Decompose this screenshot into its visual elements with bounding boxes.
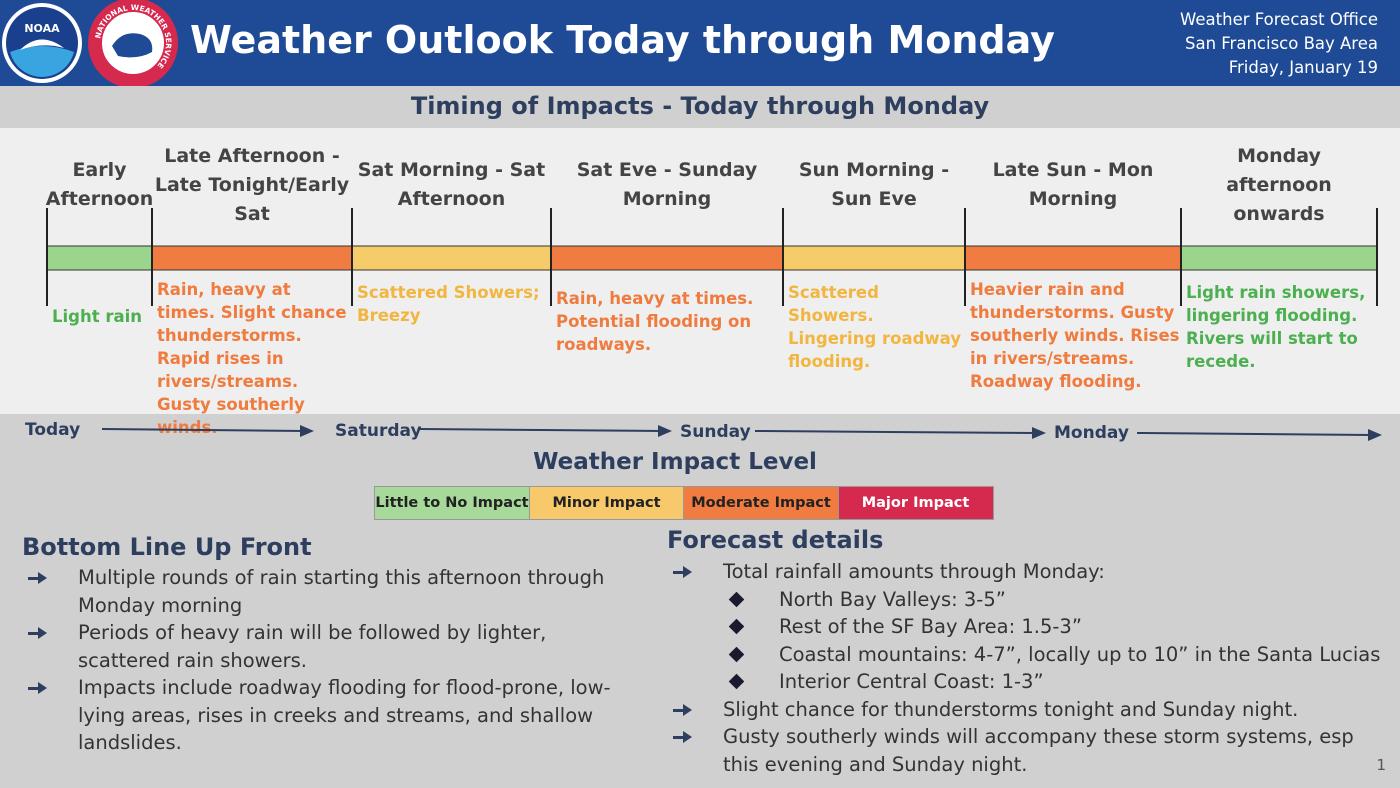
timeline-arrow — [101, 428, 305, 432]
period-description: Light rain — [52, 307, 143, 326]
period-description: Scattered Showers; Breezy — [357, 283, 540, 325]
impact-bar — [1180, 245, 1378, 271]
nws-cloud — [112, 33, 153, 58]
nws-ring — [88, 0, 178, 86]
legend-title: Weather Impact Level — [533, 449, 817, 475]
timeline-label: Monday — [1054, 423, 1129, 443]
bluf-list: Multiple rounds of rain starting this af… — [22, 564, 612, 757]
office-line: Friday, January 19 — [1228, 58, 1378, 77]
forecast-list: Total rainfall amounts through Monday: No… — [667, 558, 1392, 778]
timing-bars — [46, 208, 1378, 306]
timeline-arrow — [1136, 432, 1373, 436]
period-label: Sun Morning - Sun Eve — [798, 159, 950, 210]
arrow-head — [1368, 429, 1382, 441]
impact-bar — [550, 245, 784, 271]
subtitle: Timing of Impacts - Today through Monday — [410, 92, 990, 120]
period-label: Late Sun - Mon Morning — [992, 159, 1154, 210]
legend-box: Minor Impact — [528, 486, 685, 520]
forecast-item: Total rainfall amounts through Monday: — [667, 558, 1392, 586]
forecast-item: Gusty southerly winds will accompany the… — [667, 723, 1392, 778]
impact-bar — [964, 245, 1182, 271]
bluf-item: Impacts include roadway flooding for flo… — [22, 674, 612, 757]
period-description: Rain, heavy at times. Potential flooding… — [556, 289, 754, 354]
logos: NOAA NATIONAL WEATHER SERVICE — [2, 0, 178, 86]
period-description: Scattered Showers. Lingering roadway flo… — [788, 283, 962, 371]
period-description: Light rain showers, lingering flooding. … — [1186, 283, 1366, 371]
arrow-head — [300, 425, 314, 437]
legend-box: Moderate Impact — [683, 486, 839, 520]
bluf-item: Multiple rounds of rain starting this af… — [22, 564, 612, 619]
noaa-text: NOAA — [24, 22, 60, 35]
forecast-subitem: Coastal mountains: 4-7”, locally up to 1… — [667, 641, 1392, 669]
period-label: Sat Eve - Sunday Morning — [576, 159, 758, 210]
impact-bar — [151, 245, 353, 271]
title: Weather Outlook Today through Monday — [190, 18, 1055, 62]
timing-panel: Early Afternoon Light rain Late Afternoon … — [0, 128, 1400, 437]
noaa-wave — [10, 46, 74, 77]
header-bar — [0, 0, 1400, 86]
timeline-label: Sunday — [680, 422, 751, 442]
bluf-heading: Bottom Line Up Front — [22, 533, 312, 561]
arrow-head — [658, 425, 672, 437]
forecast-subitem: Rest of the SF Bay Area: 1.5-3” — [667, 613, 1392, 641]
impact-bar — [782, 245, 966, 271]
legend-box: Major Impact — [837, 486, 994, 520]
forecast-item: Slight chance for thunderstorms tonight … — [667, 696, 1392, 724]
bluf-item: Periods of heavy rain will be followed b… — [22, 619, 612, 674]
timeline-arrow — [419, 428, 663, 432]
noaa-gull — [20, 39, 64, 50]
period-label: Early Afternoon — [45, 159, 154, 210]
period-description: Rain, heavy at times. Slight chance thun… — [157, 280, 347, 437]
timeline-arrow — [754, 430, 1037, 434]
arrow-head — [1032, 427, 1046, 439]
forecast-subitem: Interior Central Coast: 1-3” — [667, 668, 1392, 696]
impact-bar — [351, 245, 552, 271]
office-info: Weather Forecast Office San Francisco Bay… — [1180, 8, 1378, 80]
timeline-label: Today — [25, 420, 81, 440]
office-line: San Francisco Bay Area — [1184, 34, 1378, 53]
period-label: Monday afternoon onwards — [1226, 144, 1332, 225]
period-label: Late Afternoon - Late Tonight/Early Sat — [154, 144, 350, 225]
forecast-heading: Forecast details — [667, 526, 884, 554]
page-number: 1 — [1376, 756, 1386, 774]
office-line: Weather Forecast Office — [1180, 10, 1378, 29]
impact-bar — [46, 245, 153, 271]
timeline-arrows — [101, 425, 1382, 441]
forecast-subitem: North Bay Valleys: 3-5” — [667, 586, 1392, 614]
timeline-label: Saturday — [335, 421, 422, 441]
period-label: Sat Morning - Sat Afternoon — [357, 159, 546, 210]
legend-box: Little to No Impact — [374, 486, 530, 520]
period-description: Heavier rain and thunderstorms. Gusty so… — [970, 280, 1180, 391]
